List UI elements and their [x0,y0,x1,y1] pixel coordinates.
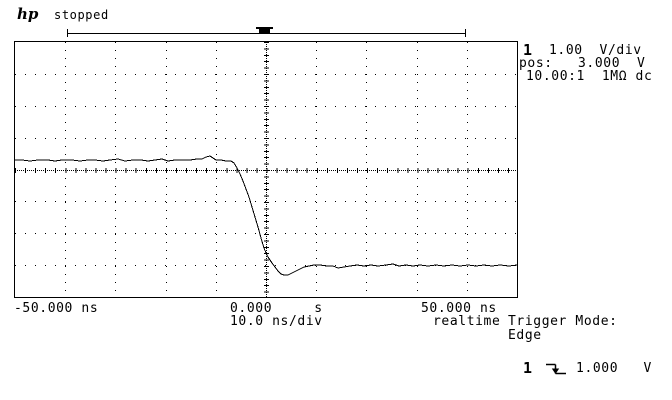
gridline-h [15,106,517,107]
channel-scale: 1.00 V/div [549,43,642,58]
trigger-channel-number: 1 [523,359,533,377]
gridline-h [15,265,517,266]
gridline-h [15,74,517,75]
timebase-scale-label: 10.0 ns/div [230,314,323,329]
time-center-label: 0.000 s [230,301,323,316]
trigger-level: 1.000 V [576,361,652,376]
gridline-h [15,138,517,139]
graticule [14,41,518,298]
falling-edge-icon [546,363,567,374]
trigger-mode-label: Trigger Mode: [508,314,618,329]
channel-position: pos: 3.000 V [519,56,646,71]
time-left-label: -50.000 ns [14,301,99,316]
trigger-readout: 1 1.000 V [523,359,652,377]
status-text: stopped [54,8,109,22]
acquisition-bar-left-tick [67,29,68,37]
gridline-h [15,201,517,202]
channel-number: 1 [523,41,533,59]
acquisition-bar-right-tick [465,29,466,37]
gridline-h [15,233,517,234]
acquisition-mode-label: realtime [433,314,501,329]
time-right-label: 50.000 ns [421,301,497,316]
trigger-position-marker [256,27,273,29]
hp-logo: hp [17,5,39,23]
waveform-trace [14,155,518,276]
channel-probe: 10.00:1 1MΩ dc [526,69,653,84]
trigger-mode-value: Edge [508,328,542,343]
center-axis-h [15,170,517,171]
trigger-position-marker-block [259,29,270,34]
